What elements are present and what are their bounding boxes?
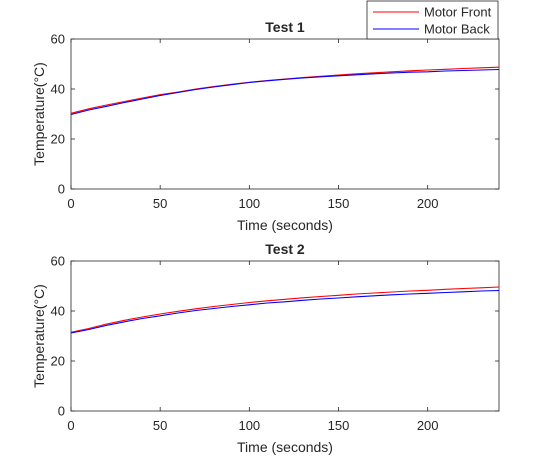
x-tick-label: 0: [67, 196, 74, 211]
x-tick-label: 150: [328, 418, 350, 433]
y-tick-label: 0: [58, 404, 65, 419]
x-tick-label: 50: [153, 418, 167, 433]
y-tick-label: 40: [51, 82, 65, 97]
y-tick-label: 60: [51, 32, 65, 47]
plot-area: [70, 38, 500, 190]
chart-title: Test 1: [265, 19, 305, 35]
x-tick-label: 150: [328, 196, 350, 211]
y-tick-label: 20: [51, 132, 65, 147]
chart-title: Test 2: [265, 241, 305, 257]
y-tick-label: 0: [58, 182, 65, 197]
x-tick-label: 100: [238, 418, 260, 433]
x-tick-label: 50: [153, 196, 167, 211]
y-tick-label: 60: [51, 254, 65, 269]
chart-panel-1: 0 50 100 150 200 0 20 40 60 Test 1 Time (seconds) T…: [31, 19, 500, 233]
series-line-motor-back: [70, 68, 500, 116]
legend-label: Motor Front: [424, 5, 492, 20]
y-axis-label: Temperature(°C): [31, 284, 47, 388]
x-tick-label: 200: [417, 418, 439, 433]
series-line-motor-back: [70, 289, 500, 334]
legend-box: [366, 0, 499, 40]
y-tick-label: 40: [51, 304, 65, 319]
plot-area: [70, 260, 500, 412]
y-tick-label: 20: [51, 354, 65, 369]
chart-panel-2: 0 50 100 150 200 0 20 40 60 Test 2 Time (seconds) T…: [31, 241, 500, 455]
legend-label: Motor Back: [424, 22, 490, 37]
x-axis-label: Time (seconds): [237, 439, 333, 455]
legend: Motor Front Motor Back: [366, 0, 499, 40]
x-tick-label: 100: [238, 196, 260, 211]
x-tick-label: 0: [67, 418, 74, 433]
y-axis-label: Temperature(°C): [31, 62, 47, 166]
x-axis-label: Time (seconds): [237, 217, 333, 233]
series-line-motor-front: [70, 286, 500, 333]
x-tick-label: 200: [417, 196, 439, 211]
